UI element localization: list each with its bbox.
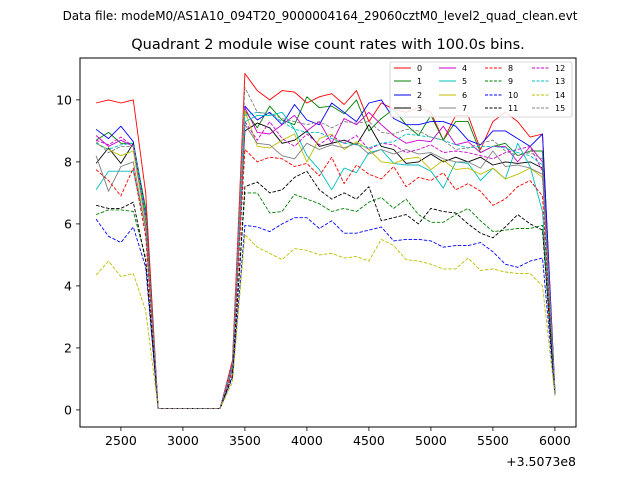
y-tick-label: 8 [64,154,72,169]
legend-label: 9 [508,77,513,86]
series-line-14 [95,234,556,409]
legend-label: 7 [462,104,467,113]
y-axis: 0 2 4 6 8 10 [56,92,80,417]
legend-label: 12 [555,64,565,73]
legend-label: 6 [462,91,467,100]
legend-label: 0 [417,64,422,73]
x-tick-label: 6000 [539,433,571,448]
y-tick-label: 2 [64,340,72,355]
legend-entry: 13 [532,77,565,86]
series-line-13 [95,111,556,409]
series-line-15 [95,87,556,409]
legend-frame [389,61,573,118]
legend-label: 13 [555,77,565,86]
x-tick-label: 5500 [477,433,509,448]
legend-entry: 3 [394,104,422,113]
x-tick-label: 3500 [229,433,261,448]
x-tick-label: 4500 [353,433,385,448]
x-tick-label: 3000 [167,433,199,448]
x-axis: 2500 3000 3500 4000 4500 5000 5500 6000 [105,427,571,448]
legend-label: 8 [508,64,513,73]
legend-entry: 10 [485,91,518,100]
series-line-11 [95,170,556,409]
x-tick-label: 5000 [415,433,447,448]
x-tick-label: 2500 [105,433,137,448]
figure-suptitle: Data file: modeM0/AS1A10_094T20_90000041… [63,9,578,23]
plot-area: 2500 3000 3500 4000 4500 5000 5500 6000 0246810… [56,57,577,469]
legend-entry: 1 [394,77,422,86]
legend-label: 10 [508,91,518,100]
legend-entry: 7 [439,104,467,113]
y-tick-label: 6 [64,216,72,231]
legend-entry: 2 [394,91,422,100]
y-tick-label: 10 [56,92,72,107]
legend-label: 11 [508,104,518,113]
legend-entry: 5 [439,77,467,86]
legend-label: 4 [462,64,467,73]
axes-frame [79,57,577,428]
legend-entry: 11 [485,104,518,113]
y-tick-label: 4 [64,278,72,293]
legend-entry: 8 [485,64,513,73]
y-tick-label: 0 [64,402,72,417]
legend-label: 3 [417,104,422,113]
legend-label: 1 [417,77,422,86]
legend-label: 14 [555,91,565,100]
legend-label: 15 [555,104,565,113]
series-layer [95,73,556,409]
legend-entry: 14 [532,91,565,100]
legend-entry: 12 [532,64,565,73]
legend-entry: 15 [532,104,565,113]
x-tick-label: 4000 [291,433,323,448]
legend-entry: 6 [439,91,467,100]
x-offset-label: +3.5073e8 [506,454,576,469]
legend-entry: 9 [485,77,513,86]
legend-entry: 0 [394,64,422,73]
chart-title: Quadrant 2 module wise count rates with … [131,37,525,53]
legend-entry: 4 [439,64,467,73]
legend-label: 5 [462,77,467,86]
legend-label: 2 [417,91,422,100]
